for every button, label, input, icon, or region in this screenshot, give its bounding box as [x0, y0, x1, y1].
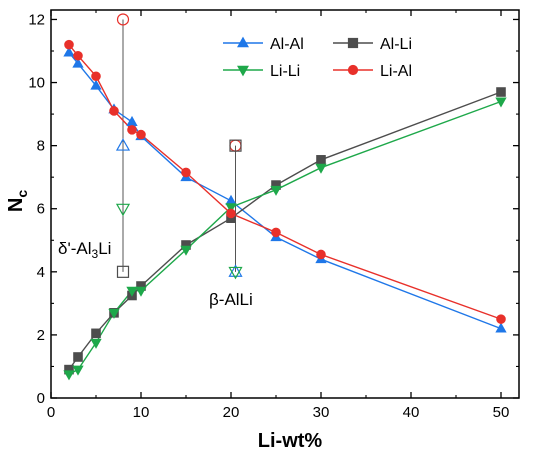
phase-label-tail: Li [98, 239, 111, 258]
data-point-li-al [226, 208, 236, 219]
y-tick-label: 8 [37, 138, 45, 155]
data-point-li-li [108, 308, 120, 319]
reference-point-li-al [116, 13, 130, 26]
data-point-li-li [135, 286, 147, 297]
legend: Al-Al Al-Li Li-Li Li-Al [223, 36, 412, 80]
data-point-li-al [73, 50, 83, 61]
legend-label-li-al: Li-Al [380, 63, 412, 80]
legend-marker-li-li [237, 65, 249, 77]
data-point-li-li [225, 203, 237, 214]
phase-label-1: δ'-Al3Li [58, 239, 111, 261]
y-tick-label: 10 [28, 75, 45, 92]
data-point-li-al [64, 39, 74, 50]
x-tick-label: 20 [223, 404, 240, 421]
x-tick-label: 50 [493, 404, 510, 421]
y-tick-label: 4 [37, 264, 45, 281]
legend-marker-al-al [237, 36, 249, 48]
data-point-al-al [72, 57, 84, 68]
legend-marker-al-li [347, 37, 359, 49]
data-point-al-li [91, 328, 101, 339]
y-axis-title: Nc [5, 190, 30, 212]
series-line-li-li [68, 100, 502, 375]
data-point-li-li [180, 245, 192, 256]
data-point-li-li [126, 286, 138, 297]
x-tick-label: 30 [313, 404, 330, 421]
x-axis-title: Li-wt% [258, 430, 323, 452]
data-point-li-al [127, 125, 137, 135]
legend-label-li-li: Li-Li [270, 63, 300, 80]
data-point-li-li [270, 185, 282, 196]
data-point-al-al [126, 115, 138, 126]
data-point-li-li [495, 97, 507, 108]
data-point-li-al [109, 106, 119, 116]
phase-label-main: δ'-Al [58, 239, 92, 258]
y-axis-title-sub: c [14, 190, 30, 198]
legend-marker-li-al [347, 64, 359, 76]
annotations: δ'-Al3Li β-AlLi [58, 239, 253, 309]
data-point-al-li [496, 87, 506, 97]
series-markers [63, 39, 507, 381]
data-point-li-al [316, 249, 326, 260]
legend-label-al-al: Al-Al [270, 36, 304, 53]
reference-point-al-al [228, 264, 243, 277]
data-point-al-al [90, 79, 102, 90]
reference-point-li-li [228, 266, 243, 280]
legend-label-al-li: Al-Li [380, 36, 412, 53]
phase-label-main: β-AlLi [209, 290, 253, 309]
data-point-al-li [73, 352, 83, 362]
y-tick-label: 2 [37, 327, 45, 344]
y-axis-title-main: N [5, 198, 27, 212]
y-tick-label: 6 [37, 201, 45, 218]
data-point-al-al [225, 194, 237, 205]
data-point-al-al [63, 46, 75, 57]
phase-label-2: β-AlLi [209, 290, 253, 309]
x-tick-label: 40 [403, 404, 420, 421]
data-point-li-li [63, 370, 75, 381]
x-tick-label: 10 [133, 404, 150, 421]
data-point-li-al [496, 314, 506, 324]
reference-lines [122, 19, 236, 272]
plot-frame [50, 9, 520, 399]
reference-point-al-li [229, 139, 242, 152]
reference-point-al-li [116, 265, 130, 278]
data-point-li-al [136, 129, 146, 140]
phase-label-sub: 3 [92, 247, 99, 261]
data-point-li-li [315, 163, 327, 174]
data-point-li-al [181, 167, 191, 178]
reference-markers [115, 13, 243, 280]
y-tick-label: 12 [28, 11, 45, 28]
axis-ticks: 0 10 20 30 40 50 0 2 4 6 8 10 12 [28, 10, 519, 421]
plot-area-border [50, 9, 520, 399]
data-point-al-al [495, 322, 507, 333]
data-point-li-al [91, 71, 101, 82]
reference-point-al-al [115, 138, 131, 151]
series-lines [68, 44, 502, 375]
x-tick-label: 0 [47, 404, 55, 421]
series-line-li-al [68, 44, 502, 320]
reference-point-li-li [115, 203, 131, 217]
data-point-li-al [271, 227, 281, 238]
data-point-al-li [316, 155, 326, 165]
y-tick-label: 0 [37, 390, 45, 407]
data-point-li-li [90, 338, 102, 349]
data-point-li-li [72, 365, 84, 376]
